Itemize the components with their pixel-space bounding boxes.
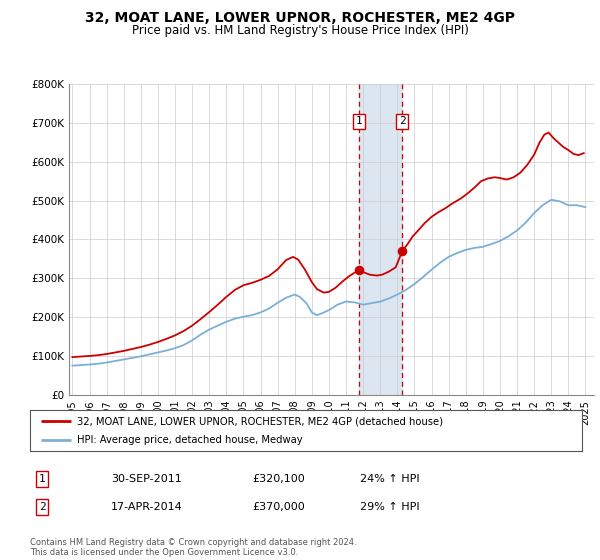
Text: HPI: Average price, detached house, Medway: HPI: Average price, detached house, Medw…: [77, 435, 302, 445]
Text: £320,100: £320,100: [252, 474, 305, 484]
Text: 1: 1: [38, 474, 46, 484]
Text: £370,000: £370,000: [252, 502, 305, 512]
Text: 2: 2: [38, 502, 46, 512]
Text: 29% ↑ HPI: 29% ↑ HPI: [360, 502, 419, 512]
Point: [397, 246, 407, 255]
Text: 1: 1: [355, 116, 362, 127]
Text: 17-APR-2014: 17-APR-2014: [111, 502, 183, 512]
Text: 32, MOAT LANE, LOWER UPNOR, ROCHESTER, ME2 4GP: 32, MOAT LANE, LOWER UPNOR, ROCHESTER, M…: [85, 11, 515, 25]
Bar: [359, 84, 402, 395]
Text: 24% ↑ HPI: 24% ↑ HPI: [360, 474, 419, 484]
Text: Contains HM Land Registry data © Crown copyright and database right 2024.
This d: Contains HM Land Registry data © Crown c…: [30, 538, 356, 557]
Text: Price paid vs. HM Land Registry's House Price Index (HPI): Price paid vs. HM Land Registry's House …: [131, 24, 469, 36]
Text: 2: 2: [399, 116, 406, 127]
Text: 32, MOAT LANE, LOWER UPNOR, ROCHESTER, ME2 4GP (detached house): 32, MOAT LANE, LOWER UPNOR, ROCHESTER, M…: [77, 417, 443, 426]
Point: [354, 266, 364, 275]
Text: 30-SEP-2011: 30-SEP-2011: [111, 474, 182, 484]
